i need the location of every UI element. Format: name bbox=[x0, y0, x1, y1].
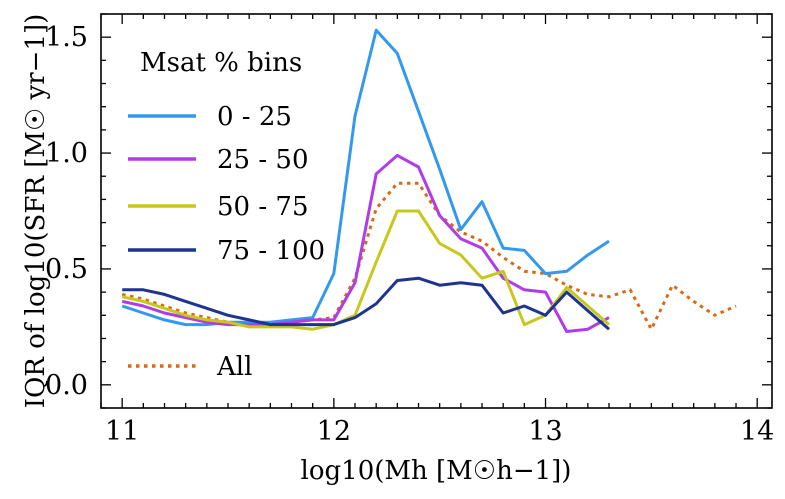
series-line-25-50 bbox=[121, 153, 610, 333]
x-tick-label: 14 bbox=[740, 416, 774, 447]
y-tick-label: 1.0 bbox=[45, 138, 88, 169]
x-tick-label: 12 bbox=[317, 416, 351, 447]
legend-label-50-75: 50 - 75 bbox=[217, 192, 308, 222]
x-tick-labels: 11 12 13 14 bbox=[105, 416, 774, 447]
legend: Msat % bins 0 - 25 25 - 50 50 - 75 75 - … bbox=[128, 48, 325, 382]
axis-ticks bbox=[100, 13, 772, 409]
legend-label-75-100: 75 - 100 bbox=[217, 236, 325, 266]
y-axis-label: IQR of log10(SFR [M☉ yr−1]) bbox=[21, 14, 51, 409]
plot-frame bbox=[100, 13, 773, 409]
series-line-75-100 bbox=[122, 276, 610, 331]
x-tick-label: 11 bbox=[105, 416, 139, 447]
series-line-50-75 bbox=[121, 209, 610, 331]
legend-label-0-25: 0 - 25 bbox=[217, 102, 292, 132]
y-tick-label: 0.0 bbox=[45, 370, 88, 401]
legend-label-all: All bbox=[216, 352, 252, 382]
x-axis-label: log10(Mh [M☉h−1]) bbox=[301, 456, 572, 486]
series-line-all bbox=[121, 181, 737, 331]
legend-label-25-50: 25 - 50 bbox=[217, 145, 308, 175]
y-tick-label: 1.5 bbox=[45, 22, 88, 53]
y-tick-labels: 0.0 0.5 1.0 1.5 bbox=[45, 22, 88, 401]
series-lines bbox=[121, 28, 737, 333]
legend-title: Msat % bins bbox=[140, 48, 302, 78]
x-tick-label: 13 bbox=[528, 416, 562, 447]
y-tick-label: 0.5 bbox=[45, 254, 88, 285]
series-line-0-25 bbox=[121, 28, 610, 327]
